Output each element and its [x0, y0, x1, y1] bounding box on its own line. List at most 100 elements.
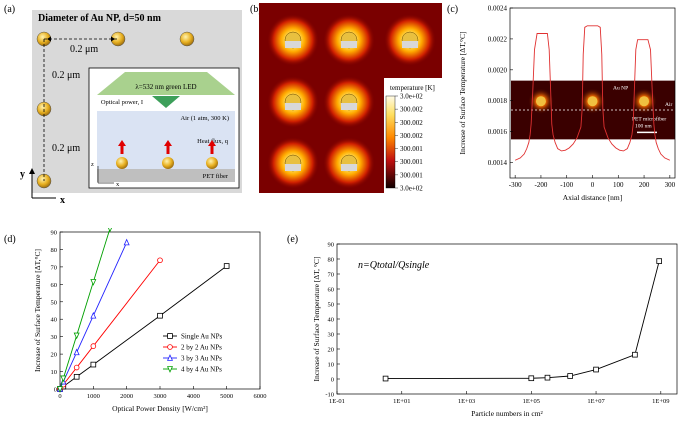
- strip-nanoparticle-1: [535, 96, 546, 107]
- colorbar-tick-label: 300.001: [400, 145, 423, 153]
- legend-label-4: 4 by 4 Au NPs: [181, 366, 222, 374]
- y-axis-label: Increase of Surface Temperature [ΔT,°C]: [458, 32, 467, 155]
- y-tick-label: 30: [51, 334, 58, 341]
- strip-nanoparticle-3: [639, 96, 650, 107]
- x-tick-label: -300: [509, 181, 522, 189]
- data-point-series-1: [223, 263, 230, 269]
- plot-frame: [59, 231, 261, 390]
- y-tick-label: 50: [51, 299, 58, 306]
- x-tick-label: 1E-01: [329, 398, 345, 405]
- led-label: λ=532 nm green LED: [135, 83, 196, 91]
- heat-flux-arrow-1: [118, 140, 126, 154]
- x-tick-label: -200: [535, 181, 548, 189]
- colorbar-tick-label: 300.002: [400, 119, 423, 127]
- dimension-label-vertical-1: 0.2 μm: [52, 70, 80, 81]
- data-point-series-4: [90, 279, 97, 286]
- data-point-series-1: [73, 373, 80, 380]
- data-point: [656, 258, 662, 264]
- x-tick-label: 100: [613, 181, 624, 189]
- x-tick-label: 5000: [220, 393, 233, 400]
- y-tick-label: 0.0018: [488, 97, 508, 105]
- legend-label-2: 2 by 2 Au NPs: [181, 344, 222, 352]
- inset-nanoparticle-3: [206, 157, 218, 169]
- hotspot-shadow-8: [341, 164, 357, 171]
- led-trapezoid: [97, 72, 235, 95]
- y-tick-label: 40: [51, 317, 58, 324]
- panel-c-label: (c): [447, 4, 458, 15]
- y-tick-label: -10: [325, 392, 334, 399]
- optical-power-arrow: [152, 96, 180, 108]
- data-point-series-2: [90, 343, 97, 349]
- y-axis-label: Increase of Surface Temperature [ΔT, °C]: [312, 257, 321, 382]
- panel-e-annotation: n=Qtotal/Qsingle: [358, 260, 430, 271]
- y-tick-label: 60: [328, 287, 335, 294]
- panel-e-svg: (e) n=Qtotal/Qsingle 1E-01 1E+01 1E+03 1E+0…: [287, 234, 678, 418]
- panel-b: (b) temperature [K] 3.0e+02 300.002 300.00…: [245, 0, 445, 205]
- strip-scale-label: 100 nm: [635, 124, 652, 130]
- legend-marker-2: [167, 344, 173, 350]
- x-tick-label: 1E+09: [652, 398, 669, 405]
- colorbar: [385, 95, 396, 189]
- series-line-4: [59, 228, 111, 390]
- x-tick-label: 1E+07: [587, 398, 605, 405]
- dimension-label-horizontal: 0.2 μm: [70, 44, 98, 55]
- data-point-series-2: [73, 364, 80, 371]
- colorbar-tick-label: 300.001: [400, 158, 423, 166]
- hotspot-shadow-7: [285, 164, 301, 171]
- colorbar-ticks: 3.0e+02 300.002 300.002 300.002 300.001 300.0…: [395, 93, 423, 193]
- legend-marker-1: [167, 333, 173, 339]
- optical-power-label: Optical power, I: [101, 99, 143, 106]
- inset-nanoparticle-1: [116, 157, 128, 169]
- data-point-series-3: [90, 311, 97, 319]
- hotspot-shadow-2: [341, 41, 357, 48]
- temperature-curve: [514, 25, 671, 161]
- y-axis-label: Increase of Surface Temperature [ΔT,°C]: [33, 249, 42, 372]
- colorbar-tick-label: 3.0e+02: [400, 93, 423, 101]
- panel-a-label: (a): [4, 4, 15, 15]
- y-tick-label: 10: [51, 369, 58, 376]
- y-tick-label: 0.0024: [488, 5, 508, 13]
- panel-b-label: (b): [250, 4, 262, 15]
- panel-d: (d) 0 1000 2000 3000 4000 5000 6000 0 10 20 30 40 50…: [0, 225, 270, 423]
- y-tick-label: 0.0022: [488, 35, 508, 43]
- data-point-series-3: [73, 348, 80, 356]
- y-tick-label: 50: [328, 302, 335, 309]
- pet-fiber-label: PET fiber: [203, 173, 229, 180]
- data-point-series-2: [157, 257, 163, 264]
- x-tick-label: 6000: [254, 393, 267, 400]
- x-tick-label: -100: [560, 181, 573, 189]
- inset-nanoparticle-2: [162, 157, 174, 169]
- panel-a: (a) Diameter of Au NP, d=50 nm 0.2 μm 0.…: [0, 0, 245, 206]
- x-tick-label: 3000: [154, 393, 167, 400]
- data-point: [632, 351, 638, 358]
- y-tick-label: 90: [51, 230, 58, 237]
- data-point: [528, 375, 535, 382]
- legend-marker-3: [166, 354, 174, 361]
- panel-e-label: (e): [287, 234, 298, 245]
- y-tick-label: 40: [328, 317, 335, 324]
- legend-label-1: Single Au NPs: [181, 333, 223, 341]
- y-tick-label: 10: [328, 362, 335, 369]
- data-point-series-4: [56, 386, 64, 393]
- pet-fiber-layer: [97, 169, 235, 182]
- x-tick-label: 1000: [87, 393, 100, 400]
- y-tick-label: 60: [51, 282, 58, 289]
- dimension-label-vertical-2: 0.2 μm: [52, 143, 80, 154]
- data-point-series-4: [60, 375, 67, 383]
- x-tick-label: 4000: [187, 393, 200, 400]
- data-point-series-1: [90, 361, 97, 368]
- axis-y-label: y: [20, 169, 25, 180]
- air-label: Air (1 atm, 300 K): [180, 115, 229, 122]
- x-tick-label: 2000: [120, 393, 133, 400]
- x-tick-label: 200: [639, 181, 650, 189]
- legend-label-3: 3 by 3 Au NPs: [181, 355, 222, 363]
- colorbar-tick-label: 3.0e+02: [400, 185, 423, 193]
- hotspot-shadow-3: [402, 41, 418, 48]
- data-point-series-1: [157, 312, 163, 319]
- panel-e: (e) n=Qtotal/Qsingle 1E-01 1E+01 1E+03 1E+0…: [275, 228, 685, 423]
- hotspot-group: [267, 14, 436, 189]
- y-tick-label: 70: [328, 272, 335, 279]
- panel-a-svg: (a) Diameter of Au NP, d=50 nm 0.2 μm 0.…: [4, 4, 242, 206]
